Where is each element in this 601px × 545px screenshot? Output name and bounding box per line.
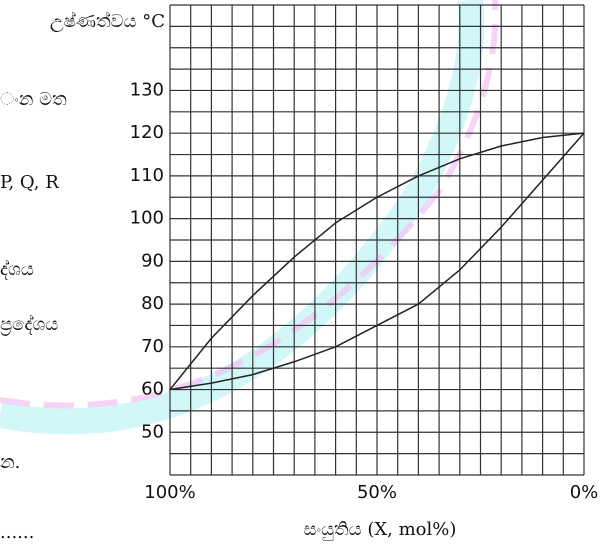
x-tick-label: 0% — [570, 482, 599, 503]
y-tick-label: 80 — [141, 293, 164, 314]
annotation: න. — [0, 452, 20, 473]
y-tick-label: 50 — [141, 421, 164, 442]
y-tick-label: 130 — [130, 79, 164, 100]
y-tick-label: 100 — [130, 208, 164, 229]
x-tick-label: 100% — [144, 482, 195, 503]
watermark — [0, 0, 485, 435]
y-tick-label: 70 — [141, 336, 164, 357]
y-tick-label: 60 — [141, 379, 164, 400]
y-tick-label: 120 — [130, 122, 164, 143]
annotation: ංන මත — [0, 89, 67, 110]
annotation: P, Q, R — [0, 172, 59, 193]
y-tick-label: 90 — [141, 250, 164, 271]
watermark — [0, 0, 499, 409]
y-axis-label: උෂ්ණත්වය °C — [50, 11, 165, 32]
curve — [169, 132, 585, 391]
y-tick-label: 110 — [130, 165, 164, 186]
curve — [169, 132, 585, 391]
x-tick-label: 50% — [357, 482, 397, 503]
annotation: ද්ශය — [0, 259, 34, 280]
annotation: ...... — [0, 522, 34, 543]
annotation: ප්‍රදේශය — [0, 314, 58, 336]
x-axis-label: සංයුතිය (X, mol%) — [304, 519, 457, 540]
